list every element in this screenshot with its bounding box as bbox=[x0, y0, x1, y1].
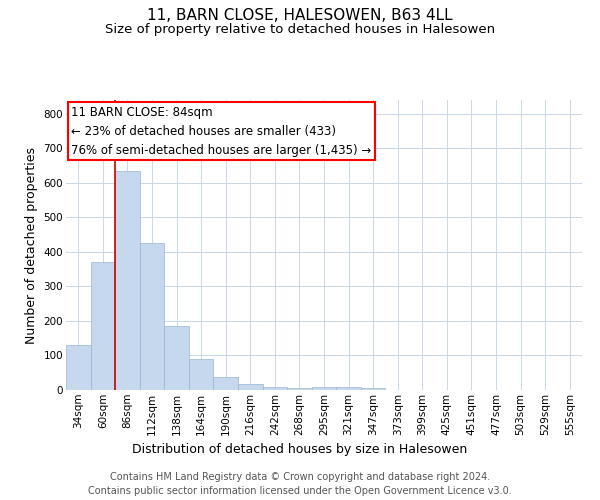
Bar bbox=[214, 377, 238, 390]
Bar bbox=[312, 386, 336, 390]
Text: 11, BARN CLOSE, HALESOWEN, B63 4LL: 11, BARN CLOSE, HALESOWEN, B63 4LL bbox=[147, 8, 453, 22]
Text: Contains HM Land Registry data © Crown copyright and database right 2024.: Contains HM Land Registry data © Crown c… bbox=[110, 472, 490, 482]
Text: 11 BARN CLOSE: 84sqm
← 23% of detached houses are smaller (433)
76% of semi-deta: 11 BARN CLOSE: 84sqm ← 23% of detached h… bbox=[71, 106, 371, 157]
Text: Size of property relative to detached houses in Halesowen: Size of property relative to detached ho… bbox=[105, 22, 495, 36]
Bar bbox=[263, 386, 287, 390]
Bar bbox=[66, 345, 91, 390]
Y-axis label: Number of detached properties: Number of detached properties bbox=[25, 146, 38, 344]
Text: Distribution of detached houses by size in Halesowen: Distribution of detached houses by size … bbox=[133, 442, 467, 456]
Text: Contains public sector information licensed under the Open Government Licence v3: Contains public sector information licen… bbox=[88, 486, 512, 496]
Bar bbox=[361, 388, 385, 390]
Bar bbox=[115, 171, 140, 390]
Bar bbox=[238, 384, 263, 390]
Bar bbox=[336, 387, 361, 390]
Bar bbox=[91, 262, 115, 390]
Bar bbox=[164, 326, 189, 390]
Bar bbox=[287, 388, 312, 390]
Bar bbox=[189, 359, 214, 390]
Bar bbox=[140, 244, 164, 390]
